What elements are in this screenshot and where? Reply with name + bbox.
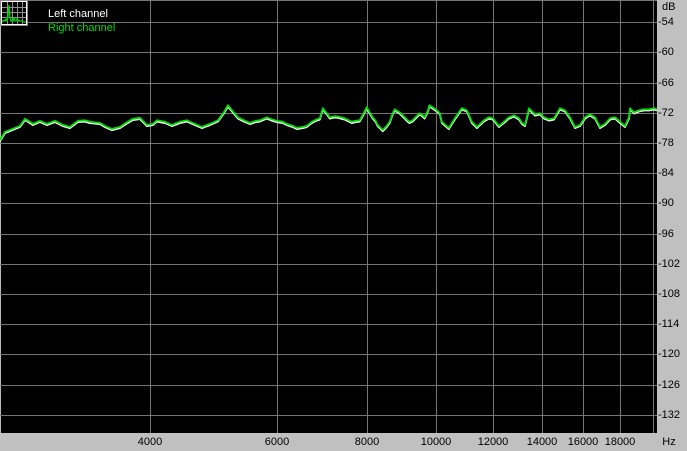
db-tick-label: -78 bbox=[658, 137, 674, 149]
db-tick-label: -60 bbox=[658, 46, 674, 58]
right-channel-curve bbox=[0, 104, 657, 141]
db-tick-label: -90 bbox=[658, 197, 674, 209]
frequency-tick-label: 16000 bbox=[567, 436, 599, 448]
frequency-tick-label: 8000 bbox=[354, 436, 380, 448]
db-tick-label: -120 bbox=[658, 348, 681, 360]
db-tick-label: -114 bbox=[658, 318, 680, 330]
frequency-tick-label: 4000 bbox=[137, 436, 163, 448]
db-tick-label: -126 bbox=[658, 379, 681, 391]
frequency-axis-unit-label: Hz bbox=[662, 436, 676, 448]
db-tick-label: -108 bbox=[658, 288, 681, 300]
legend-left-channel-label: Left channel bbox=[48, 8, 108, 20]
frequency-tick-label: 10000 bbox=[420, 436, 452, 448]
db-tick-label: -132 bbox=[658, 409, 681, 421]
spectrum-thumbnail-icon bbox=[0, 0, 28, 26]
legend-right-channel-label: Right channel bbox=[48, 22, 116, 34]
frequency-tick-label: 14000 bbox=[526, 436, 558, 448]
frequency-tick-label: 18000 bbox=[604, 436, 636, 448]
db-tick-label: -84 bbox=[658, 167, 674, 179]
db-tick-label: -66 bbox=[658, 77, 674, 89]
db-tick-label: -96 bbox=[658, 228, 674, 240]
db-tick-label: -72 bbox=[658, 107, 674, 119]
frequency-axis-panel: Hz 4000 6000 8000 10000 12000 14000 16000 18000 bbox=[0, 433, 687, 451]
frequency-tick-label: 6000 bbox=[264, 436, 290, 448]
db-axis-unit-label: dB bbox=[662, 1, 676, 13]
db-tick-label: -102 bbox=[658, 258, 681, 270]
db-tick-label: -54 bbox=[658, 16, 674, 28]
legend: Left channel Right channel bbox=[0, 0, 260, 40]
spectrum-plot-area[interactable]: Left channel Right channel bbox=[0, 0, 657, 433]
db-axis-panel: dB -54 -60 -66 -72 -78 -84 -90 -96 -102 -108 -114 -… bbox=[657, 0, 687, 433]
frequency-tick-label: 12000 bbox=[477, 436, 509, 448]
spectrum-graph bbox=[0, 0, 657, 433]
